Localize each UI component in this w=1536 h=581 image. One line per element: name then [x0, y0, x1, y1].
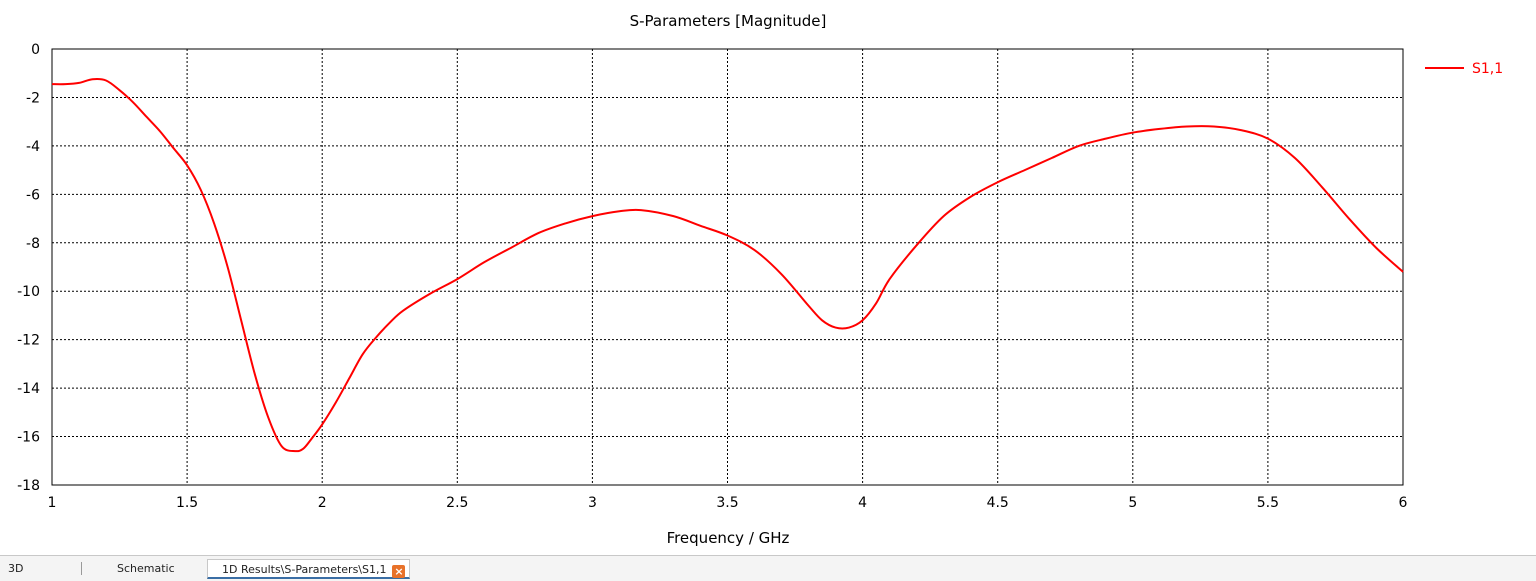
y-tick-label: -4 — [26, 139, 40, 155]
y-tick-label: -6 — [26, 187, 40, 203]
x-tick-label: 2.5 — [446, 495, 468, 511]
plot-frame — [51, 48, 1404, 486]
y-tick-label: -18 — [17, 478, 40, 494]
x-tick-label: 1.5 — [176, 495, 198, 511]
series-layer — [51, 78, 1404, 453]
x-tick-label: 3.5 — [716, 495, 738, 511]
tab-schematic[interactable]: Schematic — [117, 562, 175, 575]
y-tick-label: -2 — [26, 90, 40, 106]
x-tick-label: 5.5 — [1257, 495, 1279, 511]
y-tick-label: -12 — [17, 333, 40, 349]
tab-1d-results-label: 1D Results\S-Parameters\S1,1 — [222, 563, 387, 576]
x-tick-label: 4 — [858, 495, 867, 511]
grid-layer — [52, 49, 1403, 485]
x-axis-label: Frequency / GHz — [667, 529, 790, 547]
x-tick-label: 6 — [1399, 495, 1408, 511]
y-tick-label: -16 — [17, 430, 40, 446]
legend[interactable]: S1,1 — [1425, 61, 1503, 77]
tab-bar: 3D Schematic 1D Results\S-Parameters\S1,… — [0, 555, 1536, 581]
x-tick-label: 3 — [588, 495, 597, 511]
s-parameter-chart[interactable]: S-Parameters [Magnitude] 1 1.5 2 2.5 3 3.5 4 4.… — [0, 0, 1536, 555]
x-tick-label: 4.5 — [987, 495, 1009, 511]
x-tick-label: 2 — [318, 495, 327, 511]
y-tick-label: 0 — [31, 42, 40, 58]
y-tick-label: -10 — [17, 284, 40, 300]
chart-title: S-Parameters [Magnitude] — [630, 12, 827, 30]
x-tick-label: 1 — [48, 495, 57, 511]
legend-label: S1,1 — [1472, 61, 1503, 77]
plot-area: S-Parameters [Magnitude] 1 1.5 2 2.5 3 3.5 4 4.… — [0, 0, 1536, 555]
tab-1d-results-s11[interactable]: 1D Results\S-Parameters\S1,1 × — [207, 559, 411, 579]
close-icon[interactable]: × — [392, 565, 406, 578]
y-tick-label: -8 — [26, 236, 40, 252]
tab-separator — [81, 562, 82, 575]
x-tick-label: 5 — [1128, 495, 1137, 511]
y-tick-label: -14 — [17, 381, 40, 397]
tick-layer: 1 1.5 2 2.5 3 3.5 4 4.5 5 5.5 6 0 -2 -4 -6 -8 -10 -12 -14 -… — [17, 42, 1407, 511]
series-line-s11[interactable] — [51, 78, 1404, 453]
tab-3d[interactable]: 3D — [8, 562, 24, 575]
